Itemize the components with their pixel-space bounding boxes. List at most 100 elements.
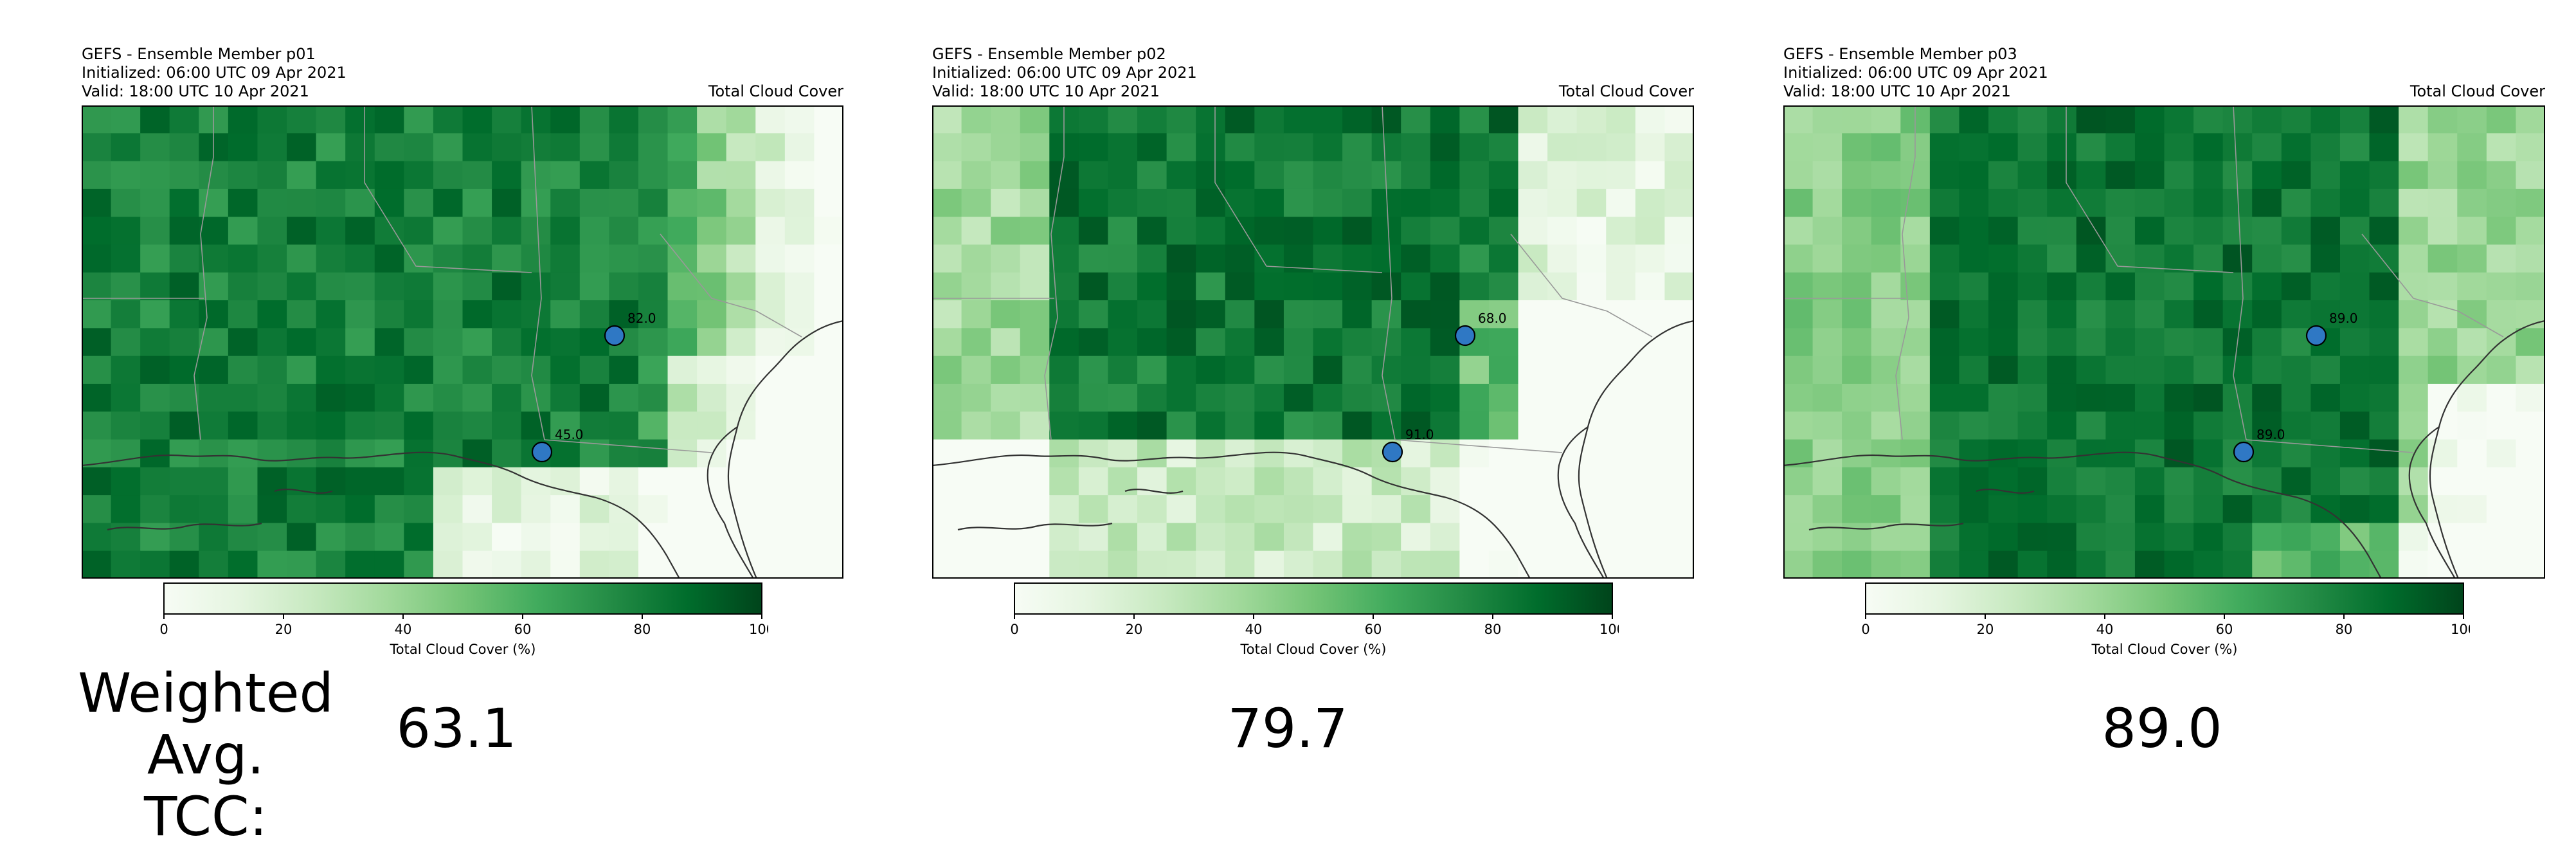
panel-title-block: GEFS - Ensemble Member p01 Initialized: … [82,45,843,104]
grid-cell [1783,467,1814,496]
grid-cell [316,439,346,468]
grid-cell [1049,550,1079,579]
grid-cell [2193,467,2224,496]
grid-cell [1842,300,1872,329]
grid-cell [462,523,492,552]
grid-cell [1635,550,1666,579]
grid-cell [1900,550,1931,579]
grid-cell [1401,411,1431,440]
grid-cell [1783,300,1814,329]
grid-cell [521,550,551,579]
grid-cell [433,383,464,412]
grid-cell [2457,161,2487,190]
grid-cell [1842,244,1872,273]
grid-cell [1254,328,1284,357]
grid-cell [492,105,522,134]
grid-cell [1078,133,1109,162]
grid-cell [404,328,434,357]
grid-cell [2222,523,2253,552]
grid-cell [784,188,815,217]
grid-cell [492,523,522,552]
grid-cell [462,161,492,190]
grid-cell [2369,495,2399,524]
grid-cell [1371,495,1401,524]
grid-cell [1342,550,1373,579]
grid-cell [2134,217,2165,246]
grid-cell [991,300,1021,329]
border-line [1895,105,1916,440]
grid-cell [2193,272,2224,301]
grid-cell [814,356,843,384]
grid-cell [1518,523,1548,552]
grid-cell [932,550,962,579]
grid-cell [2134,300,2165,329]
grid-cell [667,161,698,190]
grid-cell [1401,300,1431,329]
grid-cell [1137,439,1167,468]
grid-cell [638,272,669,301]
grid-cell [2310,272,2341,301]
grid-cell [1283,523,1314,552]
grid-cell [111,550,141,579]
grid-cell [1020,244,1050,273]
grid-cell [991,244,1021,273]
grid-cell [1959,383,1989,412]
colorbar-tick-label: 80 [2336,622,2353,637]
grid-cell [784,244,815,273]
grid-cell [1635,467,1666,496]
grid-cell [2017,133,2048,162]
grid-cell [638,244,669,273]
grid-cell [2047,244,2077,273]
grid-cell [579,467,609,496]
border-line [1394,439,1563,453]
grid-cell [404,272,434,301]
grid-cell [2427,300,2458,329]
grid-cell [2399,411,2429,440]
grid-cell [755,161,786,190]
grid-cell [1401,523,1431,552]
grid-cell [1959,467,1989,496]
grid-cell [492,439,522,468]
grid-cell [784,383,815,412]
grid-cell [932,272,962,301]
grid-cell [1488,550,1519,579]
grid-cell [1430,523,1460,552]
grid-cell [550,244,581,273]
grid-cell [1342,133,1373,162]
grid-cell [2281,161,2311,190]
grid-cell [1166,272,1196,301]
grid-cell [638,411,669,440]
grid-cell [433,272,464,301]
grid-cell [404,217,434,246]
grid-cell [2369,133,2399,162]
grid-cell [2457,244,2487,273]
grid-cell [2252,217,2282,246]
grid-cell [1196,188,1226,217]
grid-cell [814,328,843,357]
grid-cell [1313,383,1343,412]
weighted-avg-label: Weighted Avg. TCC: [78,662,334,848]
grid-cell [2310,300,2341,329]
grid-cell [1137,244,1167,273]
grid-cell [2222,300,2253,329]
grid-cell [2047,328,2077,357]
grid-cell [1020,300,1050,329]
grid-cell [2076,244,2106,273]
grid-cell [374,272,404,301]
grid-cell [1635,439,1666,468]
grid-cell [257,244,287,273]
grid-cell [609,300,639,329]
grid-cell [1166,523,1196,552]
grid-cell [374,495,404,524]
grid-cell [2252,244,2282,273]
gulf-coast-line [932,451,1531,579]
grid-cell [1020,411,1050,440]
grid-cell [1871,495,1901,524]
grid-cell [374,328,404,357]
grid-cell [521,217,551,246]
grid-cell [140,161,170,190]
grid-cell [697,300,727,329]
grid-cell [1812,105,1842,134]
grid-cell [2105,161,2136,190]
grid-cell [1635,244,1666,273]
